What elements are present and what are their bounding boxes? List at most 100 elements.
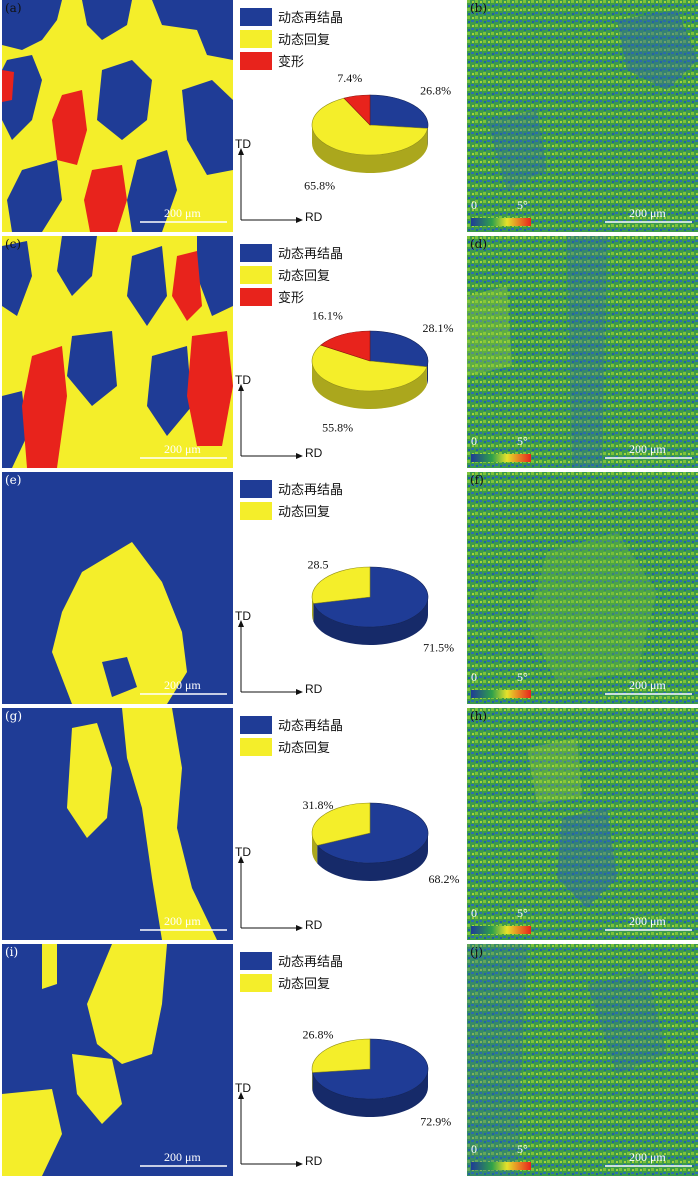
axis-label-td: TD [235,137,251,151]
legend: 动态再结晶 动态回复 变形 [240,242,380,308]
panel-label-e: (e) [5,473,22,487]
legend: 动态再结晶 动态回复 [240,478,380,522]
axis-indicator: TD RD [235,1081,335,1174]
panel-label-a: (a) [5,1,22,15]
pie-slice-drx [369,330,429,368]
grain-map-a: (a) 200 μm [2,0,233,232]
pie-slice-drv [311,566,371,604]
grain-map-e: (e) 200 μm [2,472,233,704]
scale-bar-label: 200 μm [164,914,201,928]
scale-bar-label: 200 μm [629,914,666,928]
colorbar-max: 5° [517,198,528,212]
legend-item-def: 变形 [240,50,380,71]
pie-slice-drv [311,344,428,392]
pie-label-drx: 72.9% [420,1115,451,1129]
pie-label-drx: 26.8% [420,83,451,97]
legend: 动态再结晶 动态回复 变形 [240,6,380,72]
colorbar-max: 5° [517,1142,528,1156]
pie-slice-drx [316,802,429,864]
legend-item-drx: 动态再结晶 [240,242,380,263]
kam-map-j: (j) 0 5° 200 μm [467,944,698,1176]
kam-map-f: (f) 0 5° 200 μm [467,472,698,704]
row-2: (c) 200 μm 动态再结晶 动态回复 变形 28.1% 55.8% 16.1% [0,236,700,468]
scale-bar-label: 200 μm [164,442,201,456]
legend-item-drv: 动态回复 [240,736,380,757]
row-5: (i) 200 μm 动态再结晶 动态回复 72.9% 26.8% TD RD [0,944,700,1176]
pie-chart: 68.2% 31.8% [303,798,460,886]
legend-label-drx: 动态再结晶 [278,247,344,262]
row-4: (g) 200 μm 动态再结晶 动态回复 68.2% 31.8% TD RD [0,708,700,940]
row-1: (a) 200 μm 动态再结晶 动态回复 变形 26.8% 65.8% 7.4% [0,0,700,232]
panel-label-g: (g) [5,709,23,723]
grain-map-c: (c) 200 μm [2,236,233,468]
legend-item-drx: 动态再结晶 [240,714,380,735]
panel-label-d: (d) [470,237,488,251]
pie-slice-def [343,94,371,126]
colorbar-max: 5° [517,906,528,920]
legend-item-drx: 动态再结晶 [240,478,380,499]
kam-map-d: (d) 0 5° 200 μm [467,236,698,468]
axis-label-rd: RD [305,210,323,224]
axis-label-rd: RD [305,682,323,696]
axis-label-rd: RD [305,1154,323,1168]
legend-swatch-drx [240,7,272,26]
legend-item-drx: 动态再结晶 [240,950,380,971]
legend-swatch-drv [240,737,272,756]
legend-swatch-def [240,287,272,306]
pie-label-drv: 55.8% [322,420,353,434]
legend: 动态再结晶 动态回复 [240,950,380,994]
pie-chart: 28.1% 55.8% 16.1% [311,309,453,434]
panel-label-h: (h) [470,709,488,723]
legend-label-def: 变形 [278,55,305,70]
pie-side-drv [312,361,427,409]
legend-label-drx: 动态再结晶 [278,955,344,970]
legend-swatch-drv [240,29,272,48]
pie-side-drv [312,833,318,864]
legend-label-drv: 动态回复 [278,33,331,48]
colorbar-min: 0 [471,434,477,448]
colorbar-min: 0 [471,198,477,212]
pie-chart: 72.9% 26.8% [303,1027,452,1129]
panel-label-b: (b) [470,1,488,15]
legend-swatch-drx [240,715,272,734]
scale-bar-label: 200 μm [629,206,666,220]
pie-label-drx: 68.2% [429,872,460,886]
pie-label-def: 16.1% [312,309,343,323]
legend-swatch-drx [240,479,272,498]
pie-slice-drv [311,97,428,156]
pie-label-drx: 28.1% [422,321,453,335]
colorbar-min: 0 [471,906,477,920]
pie-slice-drv [311,1038,371,1073]
pie-slice-def [320,330,371,362]
legend-label-drv: 动态回复 [278,741,331,756]
scale-bar-label: 200 μm [164,1150,201,1164]
axis-label-rd: RD [305,446,323,460]
legend-label-drv: 动态回复 [278,269,331,284]
axis-label-td: TD [235,845,251,859]
scale-bar-label: 200 μm [164,678,201,692]
pie-chart: 71.5% 28.5 [308,557,455,654]
colorbar-max: 5° [517,434,528,448]
panel-label-j: (j) [470,945,484,959]
legend-swatch-def [240,51,272,70]
colorbar [471,1156,531,1170]
panel-label-f: (f) [470,473,484,487]
colorbar [471,212,531,226]
scale-bar-label: 200 μm [629,678,666,692]
pie-side-drx [426,361,428,385]
legend-swatch-drv [240,973,272,992]
colorbar [471,684,531,698]
pie-side-drx [312,1069,428,1117]
pie-label-drv: 65.8% [304,179,335,193]
scale-bar-label: 200 μm [629,442,666,456]
colorbar-max: 5° [517,670,528,684]
pie-slice-drv [311,802,371,846]
legend-item-drv: 动态回复 [240,264,380,285]
axis-indicator: TD RD [235,373,335,466]
axis-label-td: TD [235,373,251,387]
pie-label-drv: 28.5 [308,557,329,571]
pie-side-drx [317,833,428,881]
axis-indicator: TD RD [235,609,335,702]
row-3: (e) 200 μm 动态再结晶 动态回复 71.5% 28.5 TD RD [0,472,700,704]
